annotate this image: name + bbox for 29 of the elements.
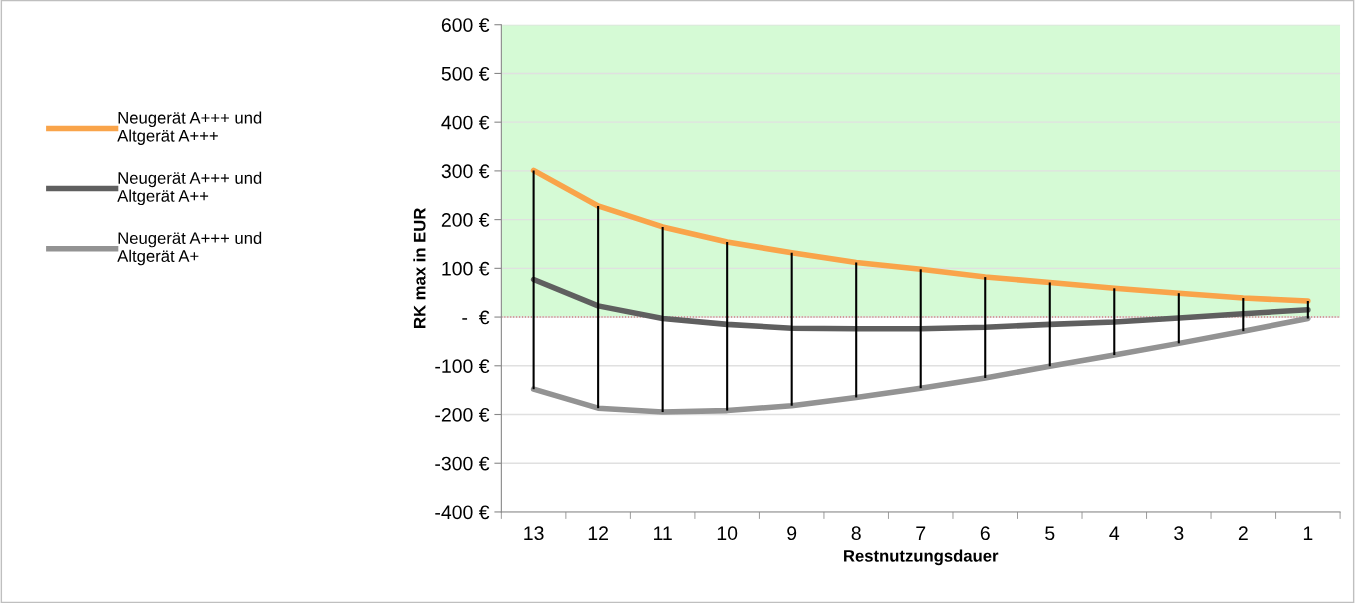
x-tick-label: 6 (980, 526, 990, 541)
x-tick-label: 10 (717, 526, 738, 541)
legend-label: Neugerät A+++ und Altgerät A+ (117, 231, 262, 266)
x-axis-title: Restnutzungsdauer (844, 549, 999, 566)
x-tick-label: 3 (1174, 526, 1184, 541)
x-tick-label: 2 (1238, 526, 1248, 540)
y-tick-label: 300 € (441, 164, 490, 179)
x-tick-label: 4 (1109, 526, 1120, 540)
y-axis-title: RK max in EUR (413, 208, 426, 328)
y-tick-label: -300 € (435, 456, 490, 471)
x-tick-label: 11 (654, 526, 672, 540)
x-tick-label: 7 (916, 526, 926, 540)
y-tick-label: -100 € (435, 359, 490, 374)
y-tick-label: 100 € (442, 261, 490, 276)
y-tick-label: 600 € (441, 18, 490, 32)
y-tick-label: -400 € (435, 505, 490, 520)
y-tick-label: - € (462, 310, 490, 325)
legend-label: Neugerät A+++ und Altgerät A+++ (117, 111, 262, 145)
x-tick-label: 13 (524, 526, 544, 541)
x-tick-label: 9 (787, 526, 797, 541)
y-tick-label: 400 € (441, 115, 490, 130)
y-tick-label: 500 € (441, 66, 490, 81)
legend-label: Neugerät A+++ und Altgerät A++ (117, 171, 262, 206)
x-tick-label: 8 (851, 526, 861, 541)
y-tick-label: -200 € (435, 407, 490, 422)
x-tick-label: 1 (1303, 526, 1313, 540)
x-tick-label: 5 (1045, 526, 1055, 541)
y-tick-label: 200 € (441, 213, 490, 227)
x-tick-label: 12 (588, 526, 608, 540)
